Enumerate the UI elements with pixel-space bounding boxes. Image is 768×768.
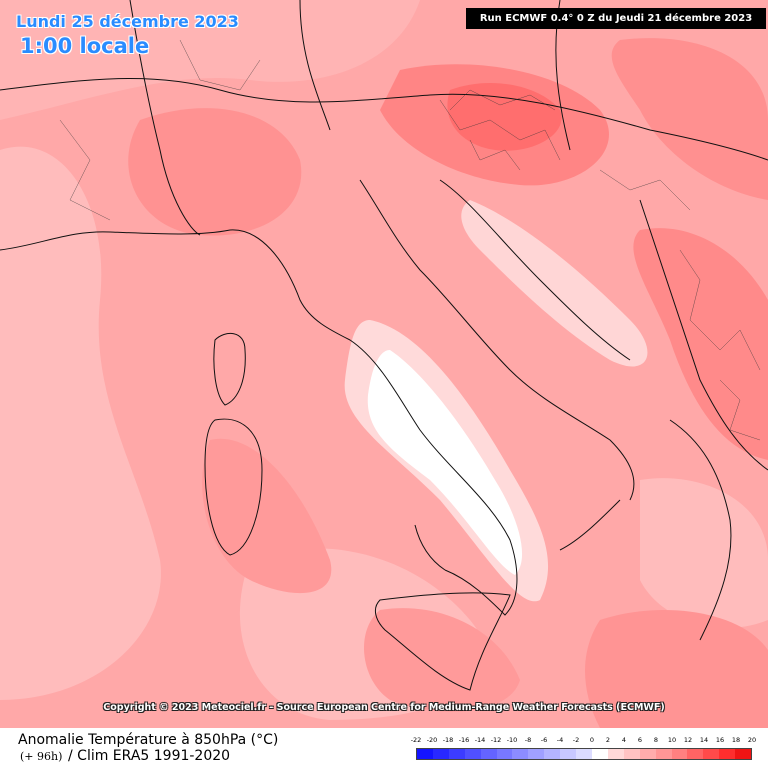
lead-time: (+ 96h)	[20, 750, 63, 763]
legend-swatch	[448, 749, 465, 759]
legend-swatch	[512, 749, 529, 759]
legend-tick-label: -4	[556, 736, 564, 744]
legend-swatch	[671, 749, 688, 759]
legend-tick-label: 10	[667, 736, 677, 744]
warm-patch-balkans	[633, 228, 768, 460]
legend-swatch	[687, 749, 704, 759]
legend-tick-label: -12	[490, 736, 502, 744]
legend-tick-labels: -22 -20 -18 -16 -14 -12 -10 -8 -6 -4 -2 0 2 4 6 8 10 12 14…	[411, 736, 756, 746]
legend-swatch	[464, 749, 481, 759]
legend-swatch	[480, 749, 497, 759]
legend-tick-label: -8	[524, 736, 532, 744]
legend-tick-label: 2	[605, 736, 611, 744]
legend-swatch	[496, 749, 513, 759]
legend-swatch	[623, 749, 640, 759]
climatology-label: / Clim ERA5 1991-2020	[68, 748, 231, 764]
color-legend: -22 -20 -18 -16 -14 -12 -10 -8 -6 -4 -2 0 2 4 6 8 10 12 14…	[411, 736, 756, 762]
legend-tick-label: 14	[699, 736, 709, 744]
legend-swatch	[591, 749, 608, 759]
warm-patch-france	[128, 108, 302, 236]
cool-band-italy-inner	[367, 350, 523, 575]
light-patch-west	[0, 146, 161, 701]
legend-swatch	[719, 749, 736, 759]
legend-swatch	[607, 749, 624, 759]
light-patch-greece	[640, 478, 768, 628]
legend-tick-label: -10	[506, 736, 518, 744]
legend-swatch	[703, 749, 720, 759]
regional-borders	[59, 39, 761, 441]
legend-swatch	[544, 749, 561, 759]
legend-tick-label: -14	[474, 736, 486, 744]
legend-tick-label: -20	[426, 736, 438, 744]
coastlines	[0, 0, 768, 691]
legend-tick-label: 12	[683, 736, 693, 744]
forecast-date: Lundi 25 décembre 2023	[16, 12, 239, 31]
legend-tick-label: -18	[442, 736, 454, 744]
anomaly-map	[0, 0, 768, 728]
legend-swatch	[417, 749, 433, 759]
legend-swatch	[576, 749, 592, 759]
legend-tick-label: 4	[621, 736, 627, 744]
copyright-notice: Copyright © 2023 Meteociel.fr - Source E…	[103, 702, 665, 713]
warm-patch-slovenia	[447, 82, 562, 151]
legend-tick-label: -16	[458, 736, 470, 744]
variable-title: Anomalie Température à 850hPa (°C)	[18, 732, 279, 748]
forecast-local-time: 1:00 locale	[20, 34, 150, 58]
legend-tick-label: 0	[589, 736, 595, 744]
legend-swatch	[655, 749, 672, 759]
legend-tick-label: -6	[540, 736, 548, 744]
legend-tick-label: 20	[747, 736, 757, 744]
legend-tick-label: 6	[637, 736, 643, 744]
light-patch-north	[0, 0, 420, 120]
legend-swatch	[432, 749, 449, 759]
legend-color-bar	[416, 748, 752, 760]
legend-swatch	[560, 749, 577, 759]
warm-patch-hungary	[611, 38, 768, 200]
warm-patch-sardinia	[202, 438, 332, 594]
legend-swatch	[528, 749, 545, 759]
warm-patch-sicily-south	[363, 608, 520, 712]
legend-swatch	[639, 749, 656, 759]
legend-tick-label: 18	[731, 736, 741, 744]
warm-patch-ionian	[585, 610, 768, 728]
cool-band-adriatic	[461, 200, 648, 367]
legend-tick-label: -22	[410, 736, 422, 744]
legend-swatch	[735, 749, 752, 759]
run-info-banner: Run ECMWF 0.4° 0 Z du Jeudi 21 décembre …	[466, 8, 766, 29]
map-footer: Anomalie Température à 850hPa (°C) (+ 96…	[0, 728, 768, 768]
legend-tick-label: 8	[653, 736, 659, 744]
legend-tick-label: 16	[715, 736, 725, 744]
legend-tick-label: -2	[572, 736, 580, 744]
